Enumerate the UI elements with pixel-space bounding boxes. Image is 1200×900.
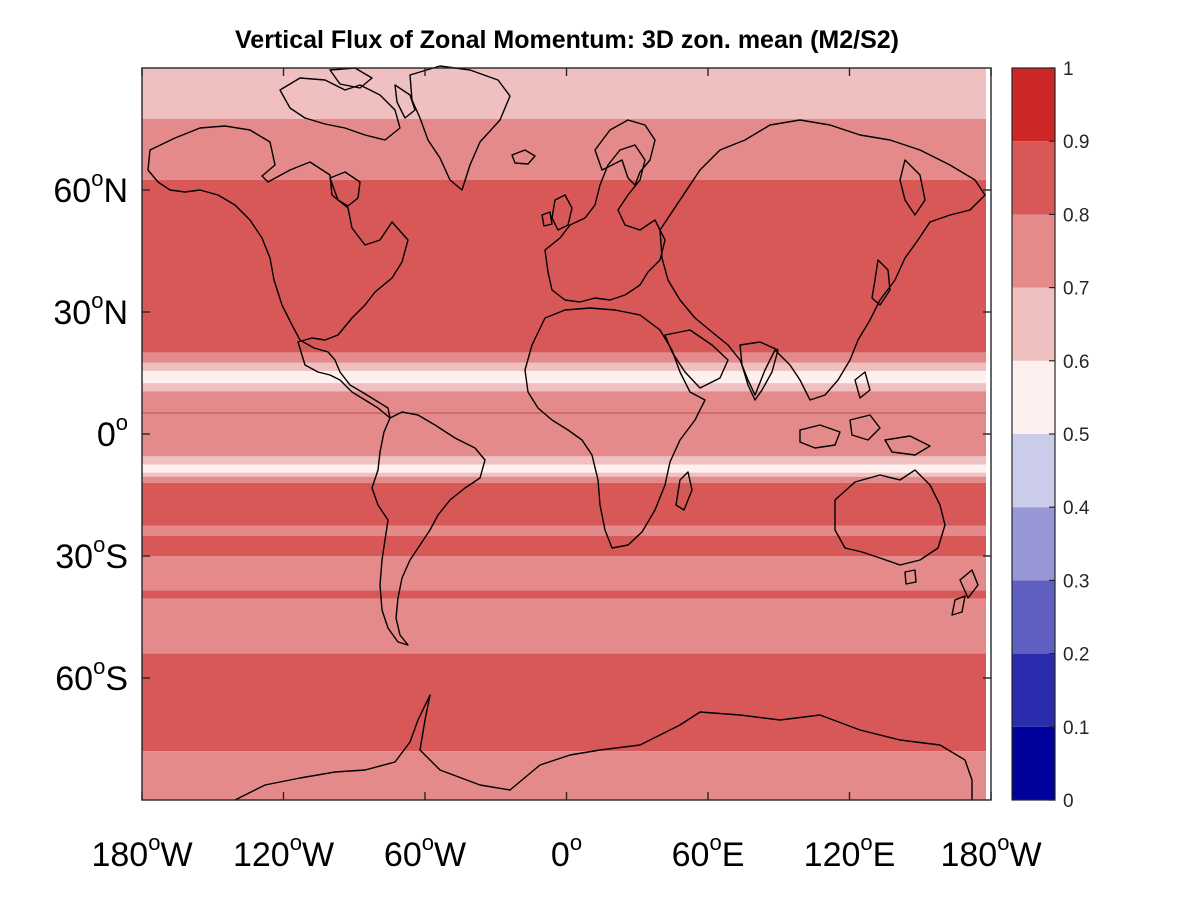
x-tick-marks <box>141 68 992 800</box>
colorbar-swatch-5 <box>1012 360 1055 434</box>
colorbar-swatch-0 <box>1012 726 1055 800</box>
coastline-hudson-bay <box>329 171 361 207</box>
x-tick-labels: 180oW 120oW 60oW 0o 60oE 120oE 180oW <box>91 830 1041 874</box>
coastline-japan <box>871 259 891 306</box>
colorbar-tick-label-4: 0.4 <box>1063 498 1090 519</box>
band-7 <box>142 391 986 457</box>
x-tick-label-6: 180oW <box>940 830 1041 874</box>
y-tick-label-3: 30oS <box>55 532 128 576</box>
y-tick-labels: 60oN 30oN 0o 30oS 60oS <box>53 166 128 698</box>
colorbar-swatches <box>1012 68 1055 800</box>
coastline-north-america <box>147 125 409 419</box>
colorbar-tick-label-6: 0.6 <box>1063 352 1089 373</box>
colorbar-swatch-1 <box>1012 653 1055 727</box>
band-15 <box>142 556 986 591</box>
band-13 <box>142 525 986 536</box>
band-18 <box>142 653 986 752</box>
band-5 <box>142 370 986 384</box>
coastline-kamchatka <box>899 159 926 216</box>
colorbar-swatch-2 <box>1012 580 1055 654</box>
band-14 <box>142 535 986 556</box>
colorbar-tick-label-5: 0.5 <box>1063 425 1089 446</box>
band-8 <box>142 456 986 465</box>
colorbar-tick-label-1: 0.1 <box>1063 718 1089 739</box>
band-16 <box>142 590 986 599</box>
colorbar-tick-label-8: 0.8 <box>1063 205 1089 226</box>
x-tick-label-1: 120oW <box>233 830 334 874</box>
y-tick-label-2: 0o <box>97 410 128 454</box>
map-area <box>141 65 992 801</box>
y-tick-label-1: 30oN <box>53 288 128 332</box>
band-0 <box>142 68 986 119</box>
coastline-arabia <box>664 329 729 389</box>
colorbar-swatch-9 <box>1012 68 1055 142</box>
coastline-australia <box>834 469 946 566</box>
coastline-greenland <box>409 65 511 191</box>
x-tick-label-0: 180oW <box>91 830 192 874</box>
band-4 <box>142 362 986 371</box>
coastline-antarctica <box>234 694 973 801</box>
colorbar: 0 0.1 0.2 0.3 0.4 0.5 0.6 0.7 0.8 0.9 1 <box>1011 59 1090 812</box>
coastline-new-zealand <box>951 569 979 616</box>
coastline-south-america <box>371 411 486 646</box>
coastline-scandinavia <box>594 119 656 186</box>
colorbar-tick-label-2: 0.2 <box>1063 645 1089 666</box>
colorbar-swatch-8 <box>1012 141 1055 215</box>
coastline-british-isles <box>541 194 573 231</box>
band-11 <box>142 476 986 483</box>
band-10 <box>142 472 986 477</box>
band-12 <box>142 482 986 526</box>
colorbar-tick-label-7: 0.7 <box>1063 279 1089 300</box>
zonal-bands <box>142 68 986 800</box>
colorbar-tick-label-0: 0 <box>1063 791 1074 812</box>
colorbar-swatch-3 <box>1012 507 1055 581</box>
x-tick-label-2: 60oW <box>384 830 466 874</box>
band-1 <box>142 118 986 180</box>
x-tick-label-3: 0o <box>551 830 582 874</box>
y-tick-marks <box>142 189 991 679</box>
coastline-europe <box>544 144 666 303</box>
coastlines <box>147 65 986 801</box>
colorbar-tick-label-9: 0.9 <box>1063 132 1089 153</box>
y-tick-label-4: 60oS <box>55 654 128 698</box>
colorbar-ticks: 0 0.1 0.2 0.3 0.4 0.5 0.6 0.7 0.8 0.9 1 <box>1049 59 1090 812</box>
coastline-asia <box>659 119 986 401</box>
coastline-southeast-asia-islands <box>799 371 931 456</box>
band-2 <box>142 179 986 353</box>
coastline-indian-subcontinent <box>739 341 779 401</box>
coastline-tasmania <box>904 569 917 585</box>
band-17 <box>142 598 986 654</box>
band-6 <box>142 383 986 392</box>
band-3 <box>142 352 986 363</box>
band-19 <box>142 751 986 800</box>
coastline-madagascar <box>675 471 693 511</box>
colorbar-swatch-7 <box>1012 214 1055 288</box>
coastline-iceland <box>511 149 536 165</box>
coastline-africa <box>524 307 706 549</box>
colorbar-swatch-6 <box>1012 287 1055 361</box>
colorbar-swatch-4 <box>1012 434 1055 508</box>
chart-title: Vertical Flux of Zonal Momentum: 3D zon.… <box>235 26 899 54</box>
x-tick-label-4: 60oE <box>672 830 745 874</box>
colorbar-tick-label-3: 0.3 <box>1063 571 1089 592</box>
band-9 <box>142 464 986 473</box>
x-tick-label-5: 120oE <box>804 830 896 874</box>
y-tick-label-0: 60oN <box>53 166 128 210</box>
colorbar-tick-label-10: 1 <box>1063 59 1074 80</box>
